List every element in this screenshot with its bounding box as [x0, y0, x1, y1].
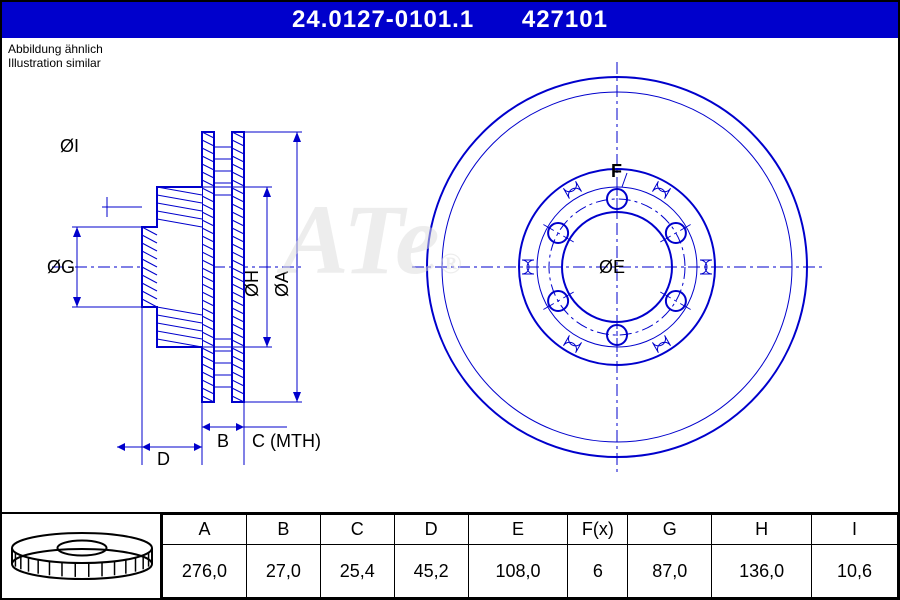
- svg-text:ØI: ØI: [60, 136, 79, 156]
- table-cell: 6: [568, 545, 628, 598]
- part-number-1: 24.0127-0101.1: [292, 6, 474, 33]
- svg-text:D: D: [157, 449, 170, 469]
- part-header: 24.0127-0101.1 427101: [2, 2, 898, 38]
- table-icon-cell: [2, 514, 162, 598]
- table-cell: 45,2: [394, 545, 468, 598]
- table-cell: 10,6: [812, 545, 898, 598]
- dimension-table-area: ABCDEF(x)GHI 276,027,025,445,2108,0687,0…: [2, 512, 898, 598]
- table-cell: 87,0: [628, 545, 712, 598]
- svg-text:C (MTH): C (MTH): [252, 431, 321, 451]
- disc-icon: [2, 516, 160, 596]
- diagram-area: ØE F ØA ØH ØG ØI B C (MTH) D: [2, 42, 898, 482]
- col-A: A: [163, 515, 247, 545]
- table-cell: 108,0: [468, 545, 568, 598]
- col-B: B: [246, 515, 320, 545]
- col-G: G: [628, 515, 712, 545]
- svg-text:ØA: ØA: [272, 271, 292, 297]
- col-D: D: [394, 515, 468, 545]
- table-cell: 25,4: [320, 545, 394, 598]
- dimension-table-wrapper: ABCDEF(x)GHI 276,027,025,445,2108,0687,0…: [162, 514, 898, 598]
- svg-text:ØH: ØH: [242, 270, 262, 297]
- col-C: C: [320, 515, 394, 545]
- svg-text:B: B: [217, 431, 229, 451]
- table-cell: 136,0: [712, 545, 812, 598]
- svg-text:F: F: [611, 161, 622, 181]
- svg-text:ØG: ØG: [47, 257, 75, 277]
- table-row: 276,027,025,445,2108,0687,0136,010,6: [163, 545, 898, 598]
- part-number-2: 427101: [522, 6, 608, 33]
- col-H: H: [712, 515, 812, 545]
- col-F(x): F(x): [568, 515, 628, 545]
- technical-drawing: ØE F ØA ØH ØG ØI B C (MTH) D: [2, 42, 900, 482]
- col-I: I: [812, 515, 898, 545]
- table-cell: 27,0: [246, 545, 320, 598]
- dimension-table: ABCDEF(x)GHI 276,027,025,445,2108,0687,0…: [162, 514, 898, 598]
- col-E: E: [468, 515, 568, 545]
- svg-text:ØE: ØE: [599, 257, 625, 277]
- table-cell: 276,0: [163, 545, 247, 598]
